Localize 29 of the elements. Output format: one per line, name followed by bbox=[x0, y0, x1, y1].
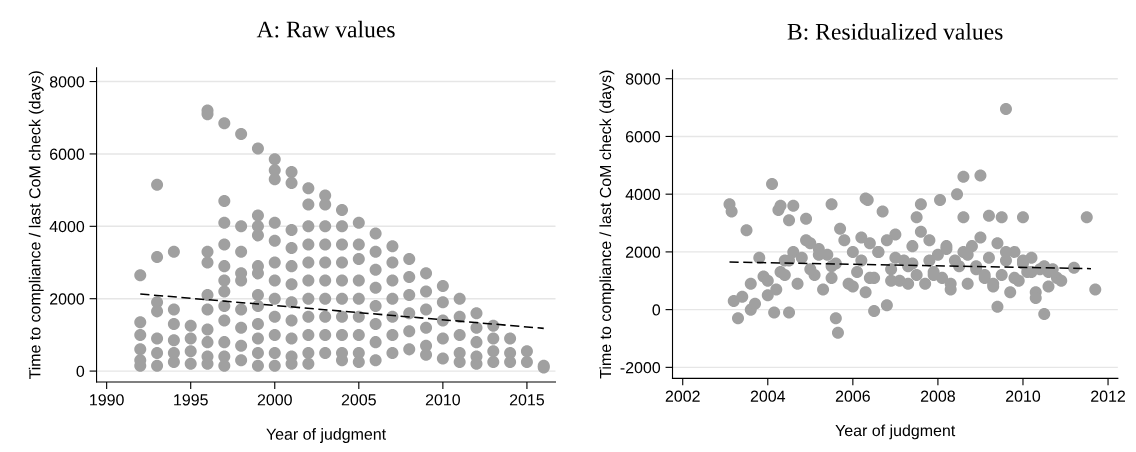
x-tick-label: 2010 bbox=[1006, 390, 1041, 402]
y-tick-label: 4000 bbox=[49, 220, 85, 233]
x-axis-title: Year of judgment bbox=[835, 424, 956, 440]
y-tick-label: 2000 bbox=[625, 246, 661, 258]
y-tick-label: 4000 bbox=[625, 188, 661, 201]
x-tick-label: 2008 bbox=[920, 390, 955, 402]
y-tick-label: 8000 bbox=[49, 76, 85, 88]
x-tick-label: 2010 bbox=[425, 394, 461, 406]
x-tick-label: 1990 bbox=[90, 394, 124, 406]
x-tick-label: 2005 bbox=[341, 394, 376, 406]
chart-title: B: Residualized values bbox=[787, 23, 1003, 40]
x-tick-label: 1995 bbox=[174, 394, 208, 406]
y-tick-label: 8000 bbox=[625, 73, 661, 85]
y-axis-title: Time to compliance / last CoM check (days) bbox=[28, 71, 44, 380]
x-tick-label: 2012 bbox=[1091, 390, 1126, 402]
x-tick-label: 2015 bbox=[509, 394, 545, 406]
y-axis-title: Time to compliance / last CoM check (days) bbox=[599, 70, 615, 379]
y-tick-label: 6000 bbox=[625, 131, 661, 143]
chart-title: A: Raw values bbox=[256, 20, 395, 38]
y-tick-label: 6000 bbox=[50, 148, 85, 160]
x-tick-label: 2006 bbox=[835, 390, 870, 402]
x-tick-label: 2002 bbox=[665, 390, 700, 402]
y-tick-label: 0 bbox=[76, 365, 85, 378]
y-tick-label: 2000 bbox=[50, 293, 85, 305]
y-tick-label: 0 bbox=[652, 304, 661, 316]
x-axis-title: Year of judgment bbox=[266, 428, 387, 443]
x-tick-label: 2000 bbox=[257, 394, 292, 406]
y-tick-label: -2000 bbox=[620, 361, 661, 374]
x-tick-label: 2004 bbox=[750, 390, 786, 402]
